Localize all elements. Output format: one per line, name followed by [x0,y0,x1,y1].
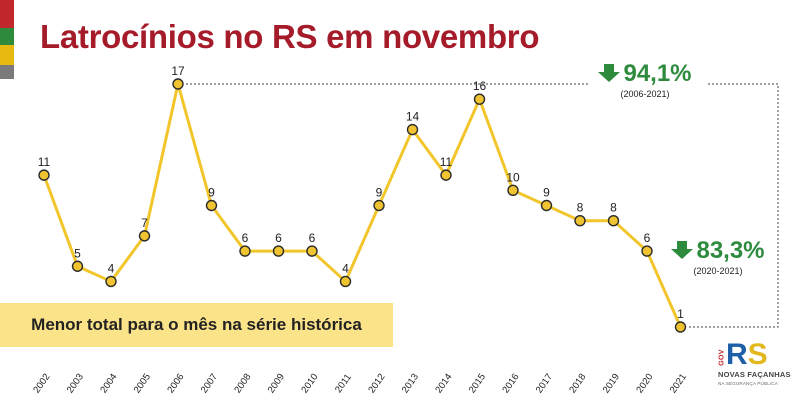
callout-value: 94,1% [623,60,692,87]
x-tick-label: 2020 [634,372,655,396]
callout-yearly-decrease: 83,3% (2020-2021) [663,237,773,276]
data-point [239,245,251,257]
x-tick-label: 2010 [299,372,320,396]
data-point [205,199,218,212]
series-line [42,82,682,328]
data-point [507,184,519,197]
x-tick-label: 2016 [500,372,521,396]
down-arrow-icon [598,64,621,82]
data-point [607,214,620,227]
x-tick-label: 2014 [433,372,454,396]
data-label: 9 [543,186,550,200]
data-point [105,275,117,288]
chart-title: Latrocínios no RS em novembro [40,18,540,55]
flag-stripe-gray [0,65,14,79]
data-point [172,78,184,90]
data-label: 11 [38,155,51,169]
logo-subline: NA SEGURANÇA PÚBLICA [718,381,779,386]
data-point [306,245,318,257]
flag-stripe-green [0,28,14,45]
x-tick-label: 2013 [400,372,421,396]
logo-gov: GOV [718,348,726,366]
data-point [272,245,285,257]
data-label: 17 [171,64,185,78]
x-tick-label: 2004 [98,372,119,396]
data-point [373,199,385,212]
data-label: 9 [376,186,383,200]
callout-value: 83,3% [696,237,765,264]
data-label: 6 [275,231,282,245]
data-label: 4 [342,261,349,275]
x-tick-label: 2007 [199,372,220,396]
x-tick-label: 2005 [132,372,153,396]
x-tick-label: 2011 [333,372,354,395]
x-tick-label: 2017 [534,372,555,396]
x-tick-label: 2006 [165,372,186,396]
data-point [574,214,586,227]
data-point [339,275,352,288]
data-point [473,93,486,105]
data-label: 9 [208,186,215,200]
highlight-text: Menor total para o mês na série históric… [31,315,362,334]
data-label: 4 [108,261,115,275]
down-arrow-icon [671,241,694,259]
x-tick-label: 2021 [668,372,689,396]
x-tick-label: 2015 [467,372,488,396]
x-tick-label: 2019 [601,372,622,396]
gov-rs-logo: GOV RS NOVAS FAÇANHAS NA SEGURANÇA PÚBLI… [718,340,790,402]
data-point [440,169,452,181]
data-point [540,199,553,212]
flag-stripe-yellow [0,45,14,65]
data-label: 6 [644,231,651,245]
logo-rs: RS [726,338,768,371]
data-point [71,260,84,272]
data-label: 1 [677,307,684,321]
callout-period: (2006-2021) [620,89,670,99]
data-point [38,169,50,181]
callout-period: (2020-2021) [693,266,743,276]
flag-stripe-red [0,0,14,28]
data-label: 7 [141,216,148,230]
data-label: 8 [577,201,584,215]
data-label: 10 [506,170,520,184]
data-label: 11 [440,155,453,169]
data-label: 5 [74,246,81,260]
x-tick-label: 2012 [366,372,387,396]
data-label: 6 [309,231,316,245]
data-label: 8 [610,201,617,215]
logo-tagline: NOVAS FAÇANHAS [718,370,791,379]
data-point [674,321,687,333]
logo-mark: GOV RS [718,340,790,370]
callout-overall-decrease: 94,1% (2006-2021) [590,60,700,99]
data-label: 16 [473,79,487,93]
x-tick-label: 2003 [65,372,86,396]
data-point [138,230,151,242]
data-point [406,123,419,136]
connector-line [688,83,779,328]
data-label: 14 [406,110,420,124]
x-tick-label: 2002 [31,372,52,396]
data-point [641,245,653,257]
highlight-box: Menor total para o mês na série históric… [0,303,393,347]
data-label: 6 [242,231,249,245]
x-tick-label: 2008 [232,372,253,396]
x-tick-label: 2009 [266,372,287,396]
x-tick-label: 2018 [567,372,588,396]
